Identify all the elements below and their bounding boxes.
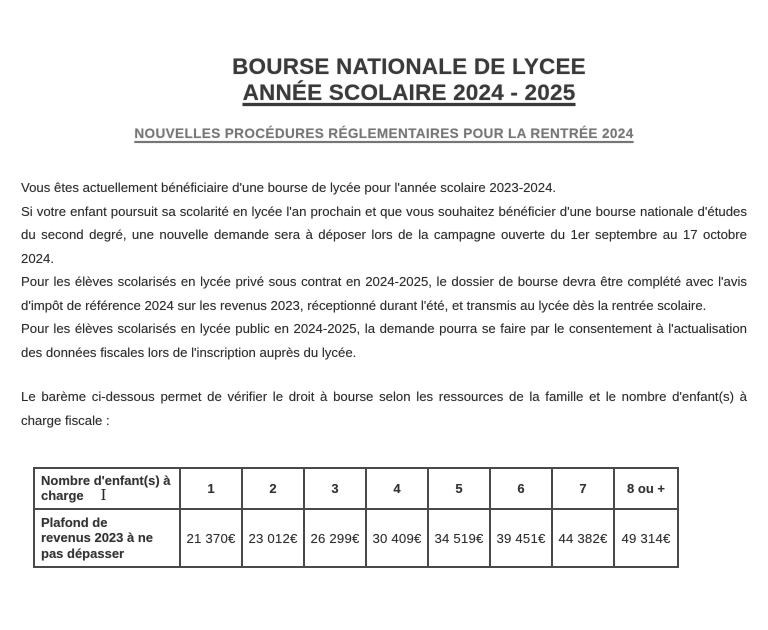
plafond-value-8plus: 49 314€ (613, 508, 679, 568)
header-label-word: charge (41, 488, 84, 503)
row-label-line: Plafond de (41, 514, 108, 530)
text-cursor-icon: I (100, 488, 107, 504)
column-header-3: 3 (303, 467, 367, 510)
column-header-2: 2 (241, 467, 305, 510)
document-subtitle: NOUVELLES PROCÉDURES RÉGLEMENTAIRES POUR… (134, 126, 634, 141)
paragraph-beneficiaire: Vous êtes actuellement bénéficiaire d'un… (21, 180, 557, 195)
plafond-value-4: 30 409€ (365, 508, 429, 568)
column-header-4: 4 (365, 467, 429, 510)
row-label-line: pas dépasser (41, 545, 125, 561)
plafond-value-5: 34 519€ (427, 508, 491, 568)
plafond-value-7: 44 382€ (551, 508, 615, 568)
title-line-1: BOURSE NATIONALE DE LYCEE (232, 54, 586, 79)
column-header-7: 7 (551, 467, 615, 510)
table-value-row: Plafond de revenus 2023 à ne pas dépasse… (33, 508, 679, 568)
table-header-row: Nombre d'enfant(s) à charge I 1 2 3 4 5 6… (33, 467, 679, 510)
column-header-5: 5 (427, 467, 491, 510)
plafond-value-3: 26 299€ (303, 508, 367, 568)
paragraph-lycee-prive: Pour les élèves scolarisés en lycée priv… (21, 274, 747, 313)
header-label-line-2: charge I (41, 488, 175, 505)
paragraph-lycee-public: Pour les élèves scolarisés en lycée publ… (21, 321, 747, 360)
document-title: BOURSE NATIONALE DE LYCEE ANNÉE SCOLAIRE… (50, 54, 768, 106)
paragraph-nouvelle-demande: Si votre enfant poursuit sa scolarité en… (21, 203, 747, 266)
table-header-label-cell: Nombre d'enfant(s) à charge I (33, 467, 181, 510)
body-text: Vous êtes actuellement bénéficiaire d'un… (21, 176, 747, 432)
title-line-2: ANNÉE SCOLAIRE 2024 - 2025 (242, 80, 576, 105)
row-label-line: revenus 2023 à ne (41, 530, 154, 546)
column-header-1: 1 (179, 467, 243, 510)
bareme-table: Nombre d'enfant(s) à charge I 1 2 3 4 5 6… (33, 467, 679, 568)
plafond-value-6: 39 451€ (489, 508, 553, 568)
paragraph-bareme-intro: Le barème ci-dessous permet de vérifier … (21, 389, 747, 428)
plafond-value-2: 23 012€ (241, 508, 305, 568)
header-label-line: Nombre d'enfant(s) à (41, 472, 171, 488)
table-row-label-cell: Plafond de revenus 2023 à ne pas dépasse… (33, 508, 181, 568)
column-header-8plus: 8 ou + (613, 467, 679, 510)
column-header-6: 6 (489, 467, 553, 510)
plafond-value-1: 21 370€ (179, 508, 243, 568)
